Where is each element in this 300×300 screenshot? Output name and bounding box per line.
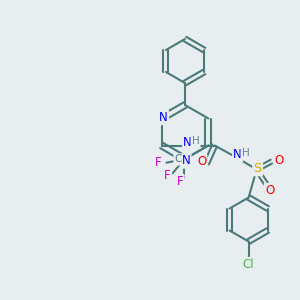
Text: N: N	[182, 154, 190, 167]
Text: O: O	[197, 155, 206, 168]
Text: C: C	[174, 154, 182, 164]
Text: N: N	[159, 111, 168, 124]
Text: O: O	[274, 154, 283, 167]
Text: O: O	[265, 184, 274, 197]
Text: F: F	[155, 156, 162, 169]
Text: F: F	[177, 175, 183, 188]
Text: H: H	[242, 148, 250, 158]
Text: N: N	[183, 136, 192, 149]
Text: S: S	[254, 162, 262, 175]
Text: F: F	[164, 169, 171, 182]
Text: H: H	[192, 136, 200, 146]
Text: Cl: Cl	[243, 258, 254, 271]
Text: N: N	[233, 148, 242, 161]
